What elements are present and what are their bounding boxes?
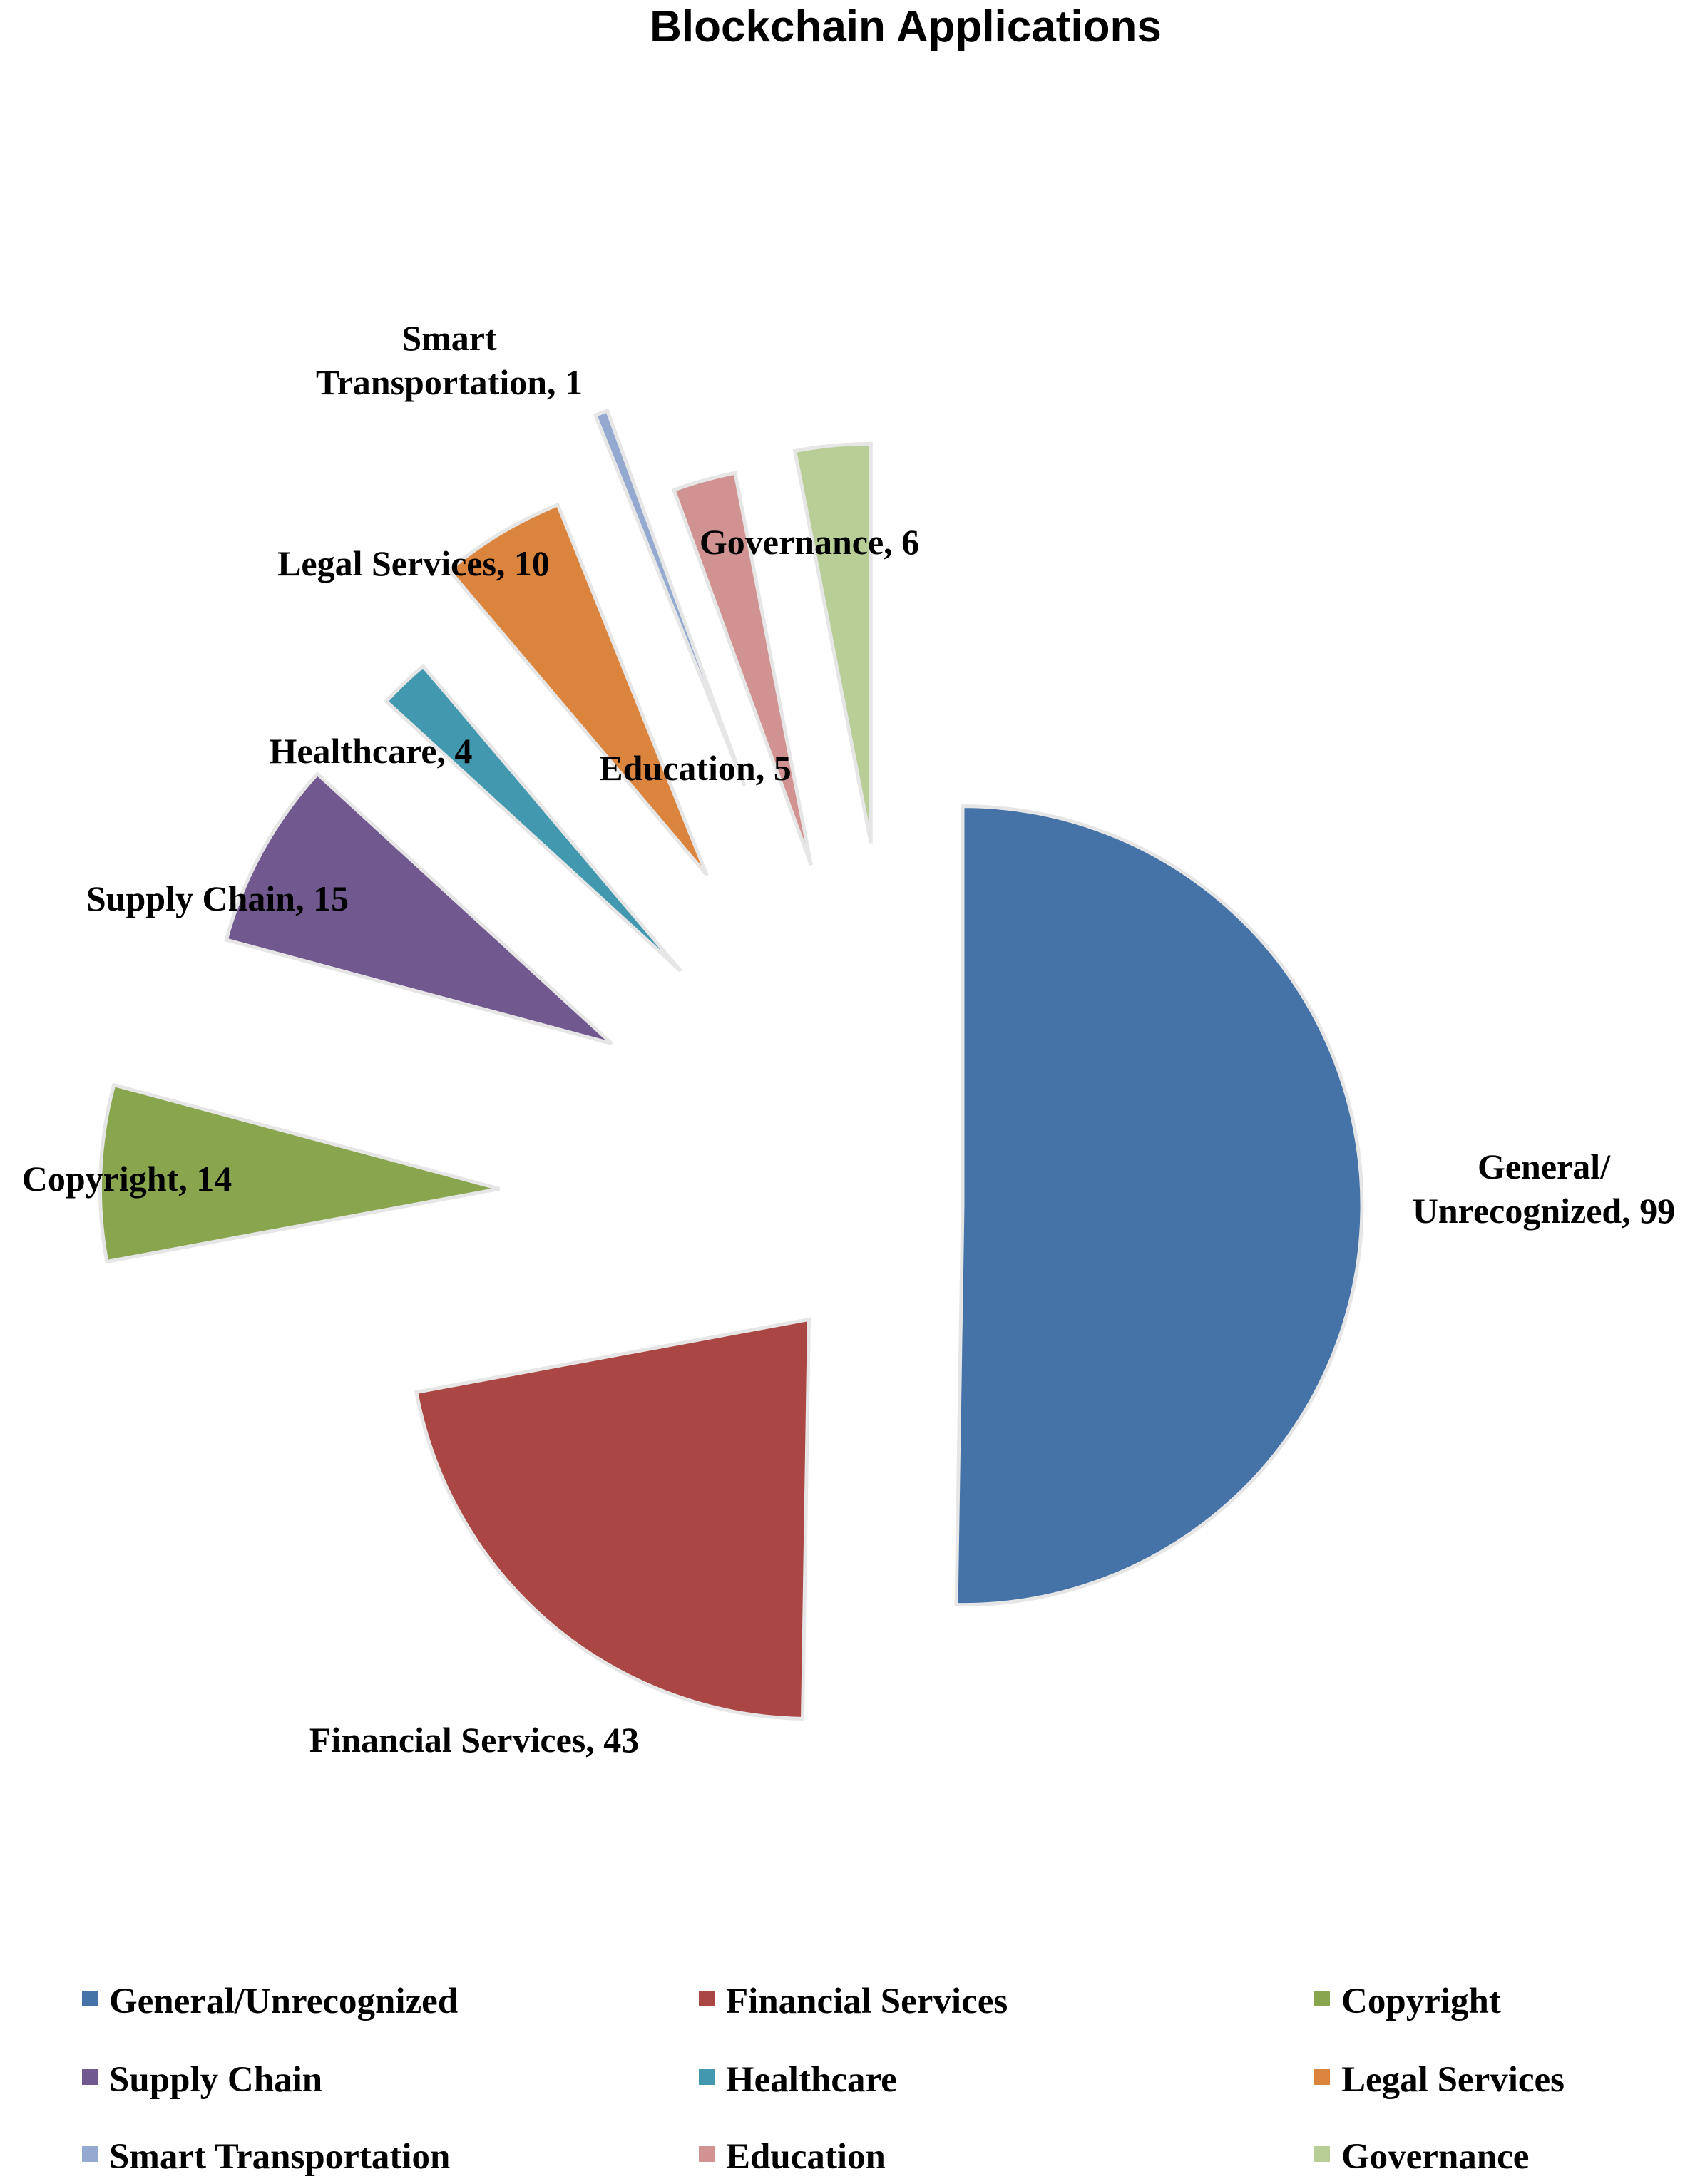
legend-item-supply-chain: Supply Chain bbox=[82, 2060, 322, 2100]
legend-label-education: Education bbox=[726, 2137, 886, 2177]
legend-label-governance: Governance bbox=[1341, 2137, 1529, 2177]
chart-title: Blockchain Applications bbox=[650, 2, 1162, 51]
pie-slice-general-unrecognized bbox=[954, 804, 1364, 1607]
legend-label-supply-chain: Supply Chain bbox=[109, 2060, 322, 2100]
legend-item-education: Education bbox=[699, 2137, 886, 2177]
data-labels: General/Unrecognized, 99 Financial Servic… bbox=[22, 318, 1675, 1760]
legend-swatch-governance bbox=[1314, 2146, 1330, 2162]
pie-slice-healthcare bbox=[384, 663, 682, 973]
legend-swatch-general-unrecognized bbox=[82, 1991, 98, 2006]
data-label-general-unrecognized: General/Unrecognized, 99 bbox=[1413, 1147, 1675, 1231]
legend-label-copyright: Copyright bbox=[1341, 1982, 1501, 2021]
data-label-financial-services: Financial Services, 43 bbox=[309, 1720, 639, 1760]
legend-swatch-smart-transportation bbox=[82, 2146, 98, 2162]
legend-item-general-unrecognized: General/Unrecognized bbox=[82, 1982, 458, 2021]
data-label-copyright: Copyright, 14 bbox=[22, 1159, 232, 1199]
pie-slice-copyright bbox=[98, 1082, 501, 1264]
data-label-smart-transportation: Smart Transportation, 1 bbox=[316, 318, 583, 402]
pie-slice-legal-services bbox=[446, 502, 709, 877]
pie-slice-governance bbox=[792, 441, 873, 844]
pie-slice-supply-chain bbox=[224, 771, 613, 1046]
legend-label-smart-transportation: Smart Transportation bbox=[109, 2137, 450, 2177]
legend-swatch-healthcare bbox=[699, 2069, 715, 2085]
legend-item-copyright: Copyright bbox=[1314, 1982, 1501, 2021]
pie-slices bbox=[98, 408, 1364, 1721]
legend-item-governance: Governance bbox=[1314, 2137, 1529, 2177]
legend-item-smart-transportation: Smart Transportation bbox=[82, 2137, 450, 2177]
data-label-education: Education, 5 bbox=[599, 748, 792, 788]
legend-swatch-education bbox=[699, 2146, 715, 2162]
legend: General/Unrecognized Financial Services Co… bbox=[82, 1982, 1565, 2177]
data-label-healthcare: Healthcare, 4 bbox=[269, 731, 472, 771]
data-label-governance: Governance, 6 bbox=[700, 522, 919, 562]
legend-swatch-supply-chain bbox=[82, 2069, 98, 2085]
legend-swatch-legal-services bbox=[1314, 2069, 1330, 2085]
data-label-supply-chain: Supply Chain, 15 bbox=[86, 878, 349, 918]
data-label-legal-services: Legal Services, 10 bbox=[277, 543, 550, 583]
legend-label-legal-services: Legal Services bbox=[1341, 2060, 1565, 2100]
legend-label-financial-services: Financial Services bbox=[726, 1982, 1008, 2021]
legend-swatch-financial-services bbox=[699, 1991, 715, 2006]
pie-slice-financial-services bbox=[414, 1317, 811, 1721]
pie-slice-smart-transportation bbox=[593, 408, 747, 786]
pie-slice-education bbox=[671, 471, 813, 866]
legend-item-financial-services: Financial Services bbox=[699, 1982, 1008, 2021]
legend-label-general-unrecognized: General/Unrecognized bbox=[109, 1982, 458, 2021]
legend-item-legal-services: Legal Services bbox=[1314, 2060, 1565, 2100]
legend-item-healthcare: Healthcare bbox=[699, 2060, 897, 2100]
legend-label-healthcare: Healthcare bbox=[726, 2060, 897, 2100]
legend-swatch-copyright bbox=[1314, 1991, 1330, 2006]
